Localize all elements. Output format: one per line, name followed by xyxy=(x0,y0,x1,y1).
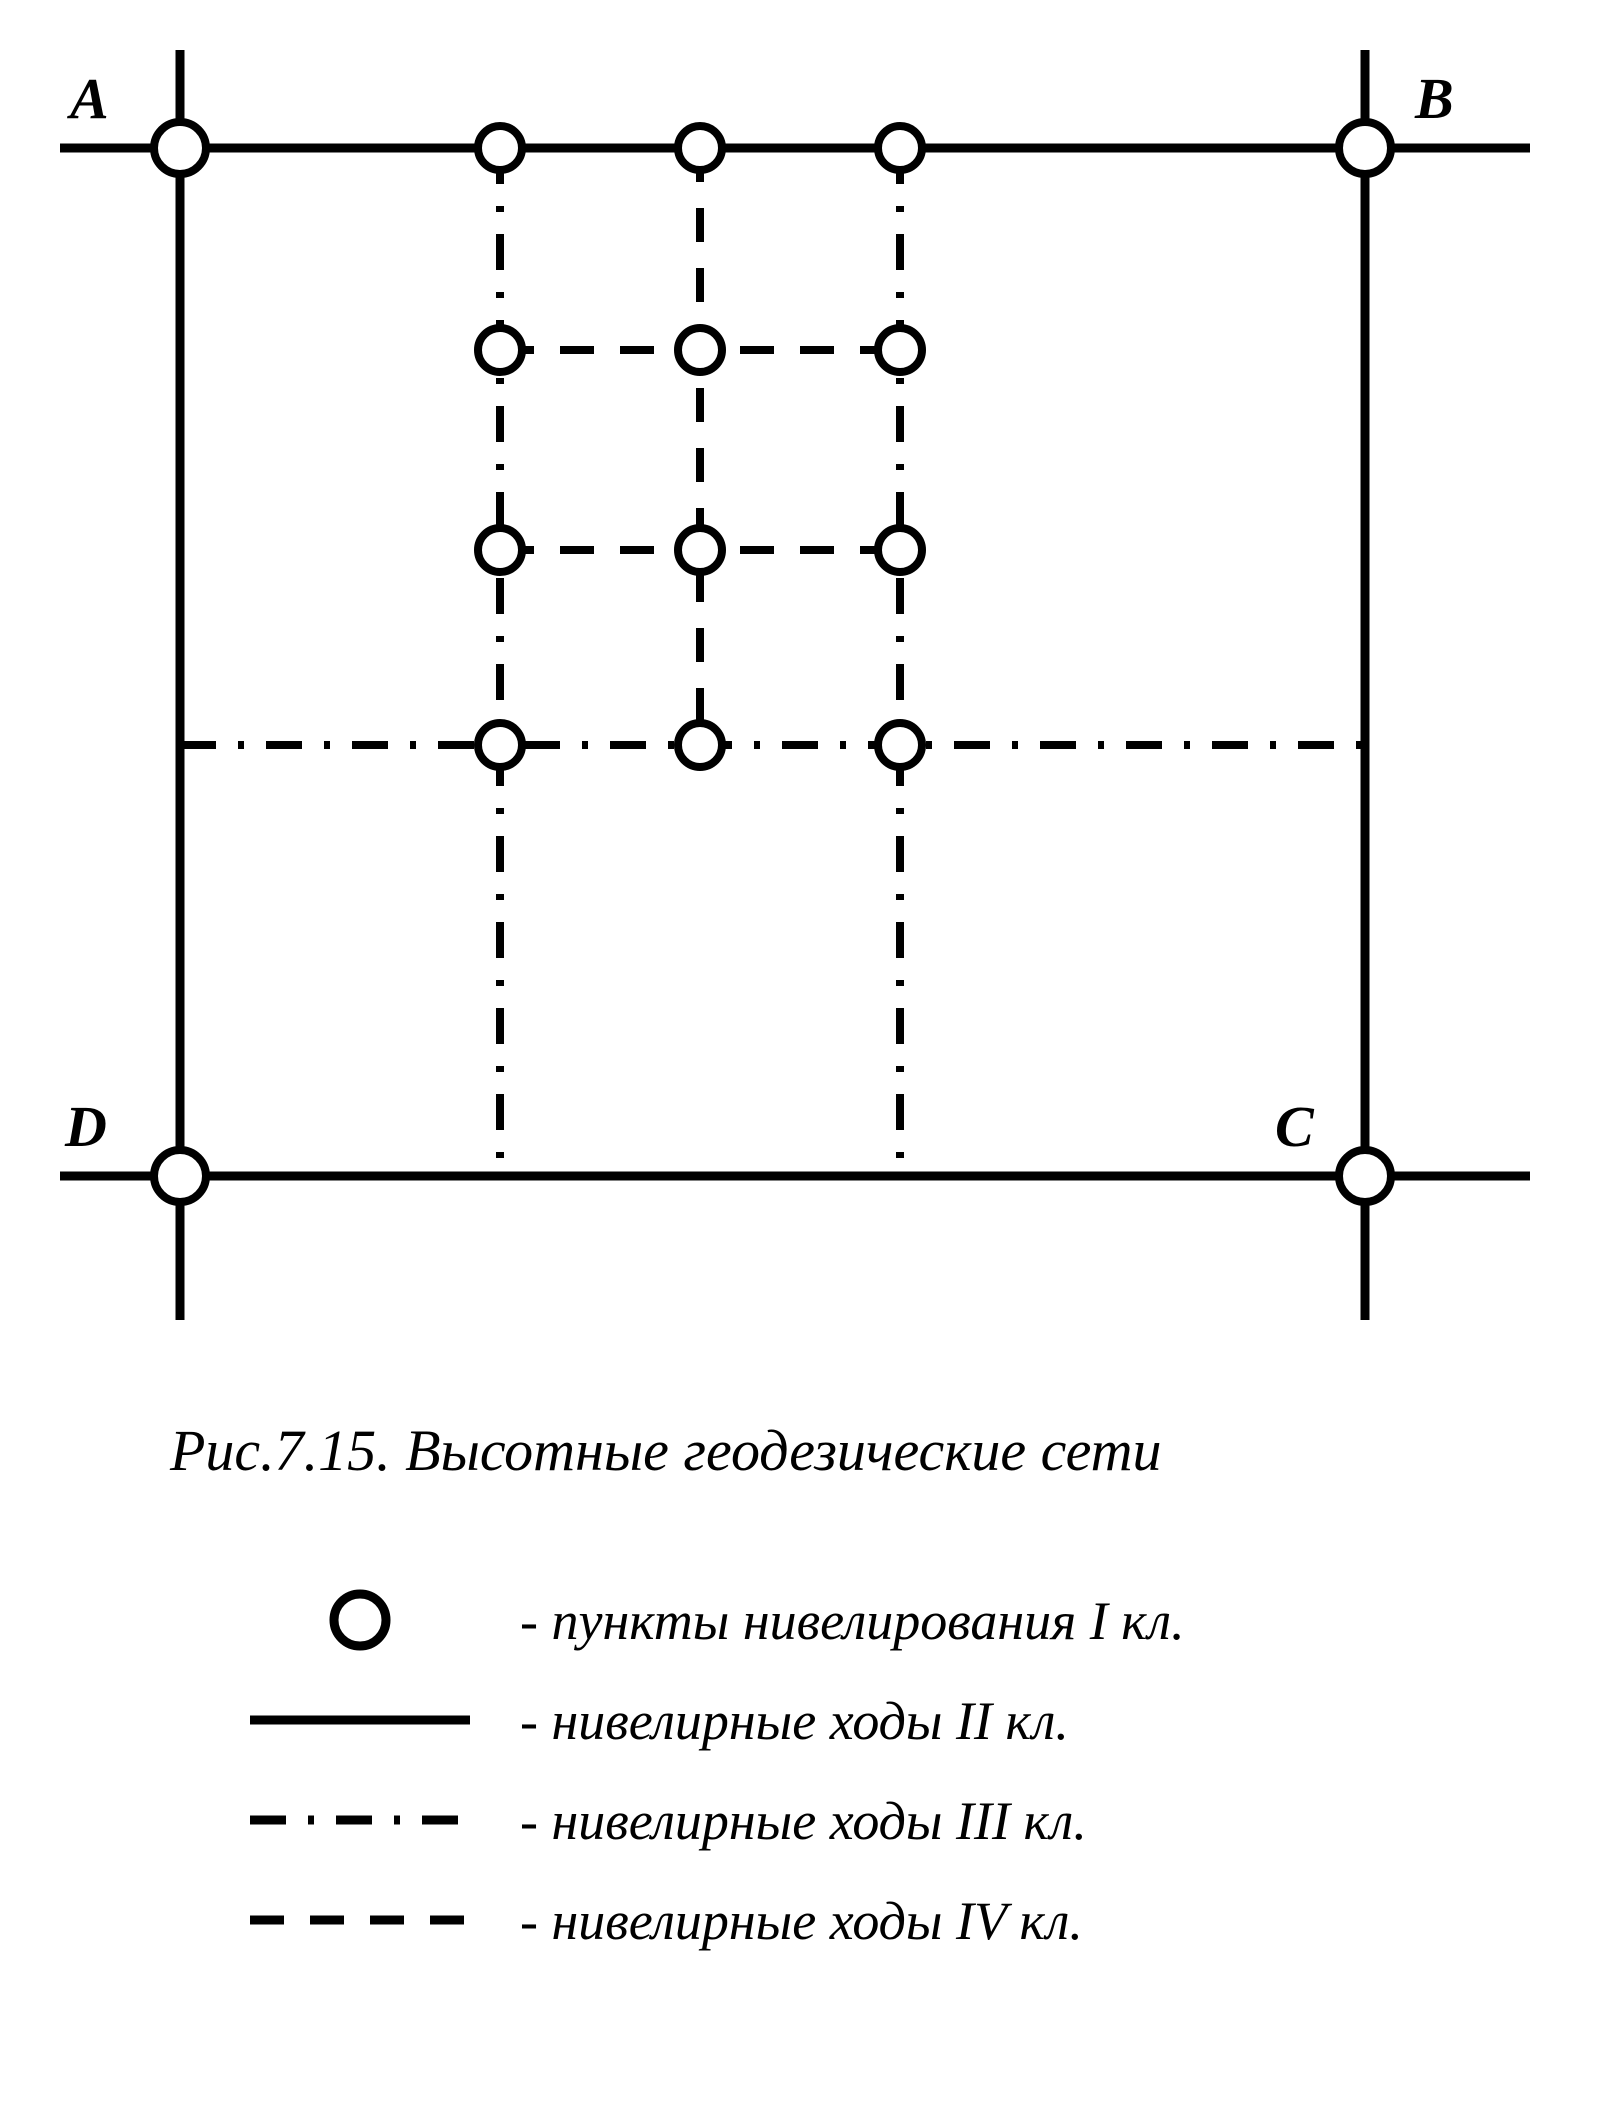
corner-label-A: A xyxy=(67,66,109,131)
dashed-lines xyxy=(500,148,900,745)
corner-label-D: D xyxy=(64,1094,107,1159)
legend-item-label: - нивелирные ходы IV кл. xyxy=(520,1891,1083,1951)
legend: - пункты нивелирования I кл. - нивелирные… xyxy=(250,1591,1185,1951)
corner-label-B: B xyxy=(1414,66,1454,131)
legend-item-label: - нивелирные ходы III кл. xyxy=(520,1791,1087,1851)
dashdot-lines xyxy=(180,148,1365,1176)
page: A B C D Рис.7.15. Высотные геодезические сет… xyxy=(0,0,1621,2107)
diagram-canvas: A B C D Рис.7.15. Высотные геодезические сет… xyxy=(0,0,1621,2107)
corner-label-C: C xyxy=(1275,1094,1315,1159)
legend-item-label: - пункты нивелирования I кл. xyxy=(520,1591,1185,1651)
legend-item-label: - нивелирные ходы II кл. xyxy=(520,1691,1069,1751)
figure-caption: Рис.7.15. Высотные геодезические сети xyxy=(169,1418,1161,1483)
corner-nodes: A B C D xyxy=(64,66,1454,1202)
